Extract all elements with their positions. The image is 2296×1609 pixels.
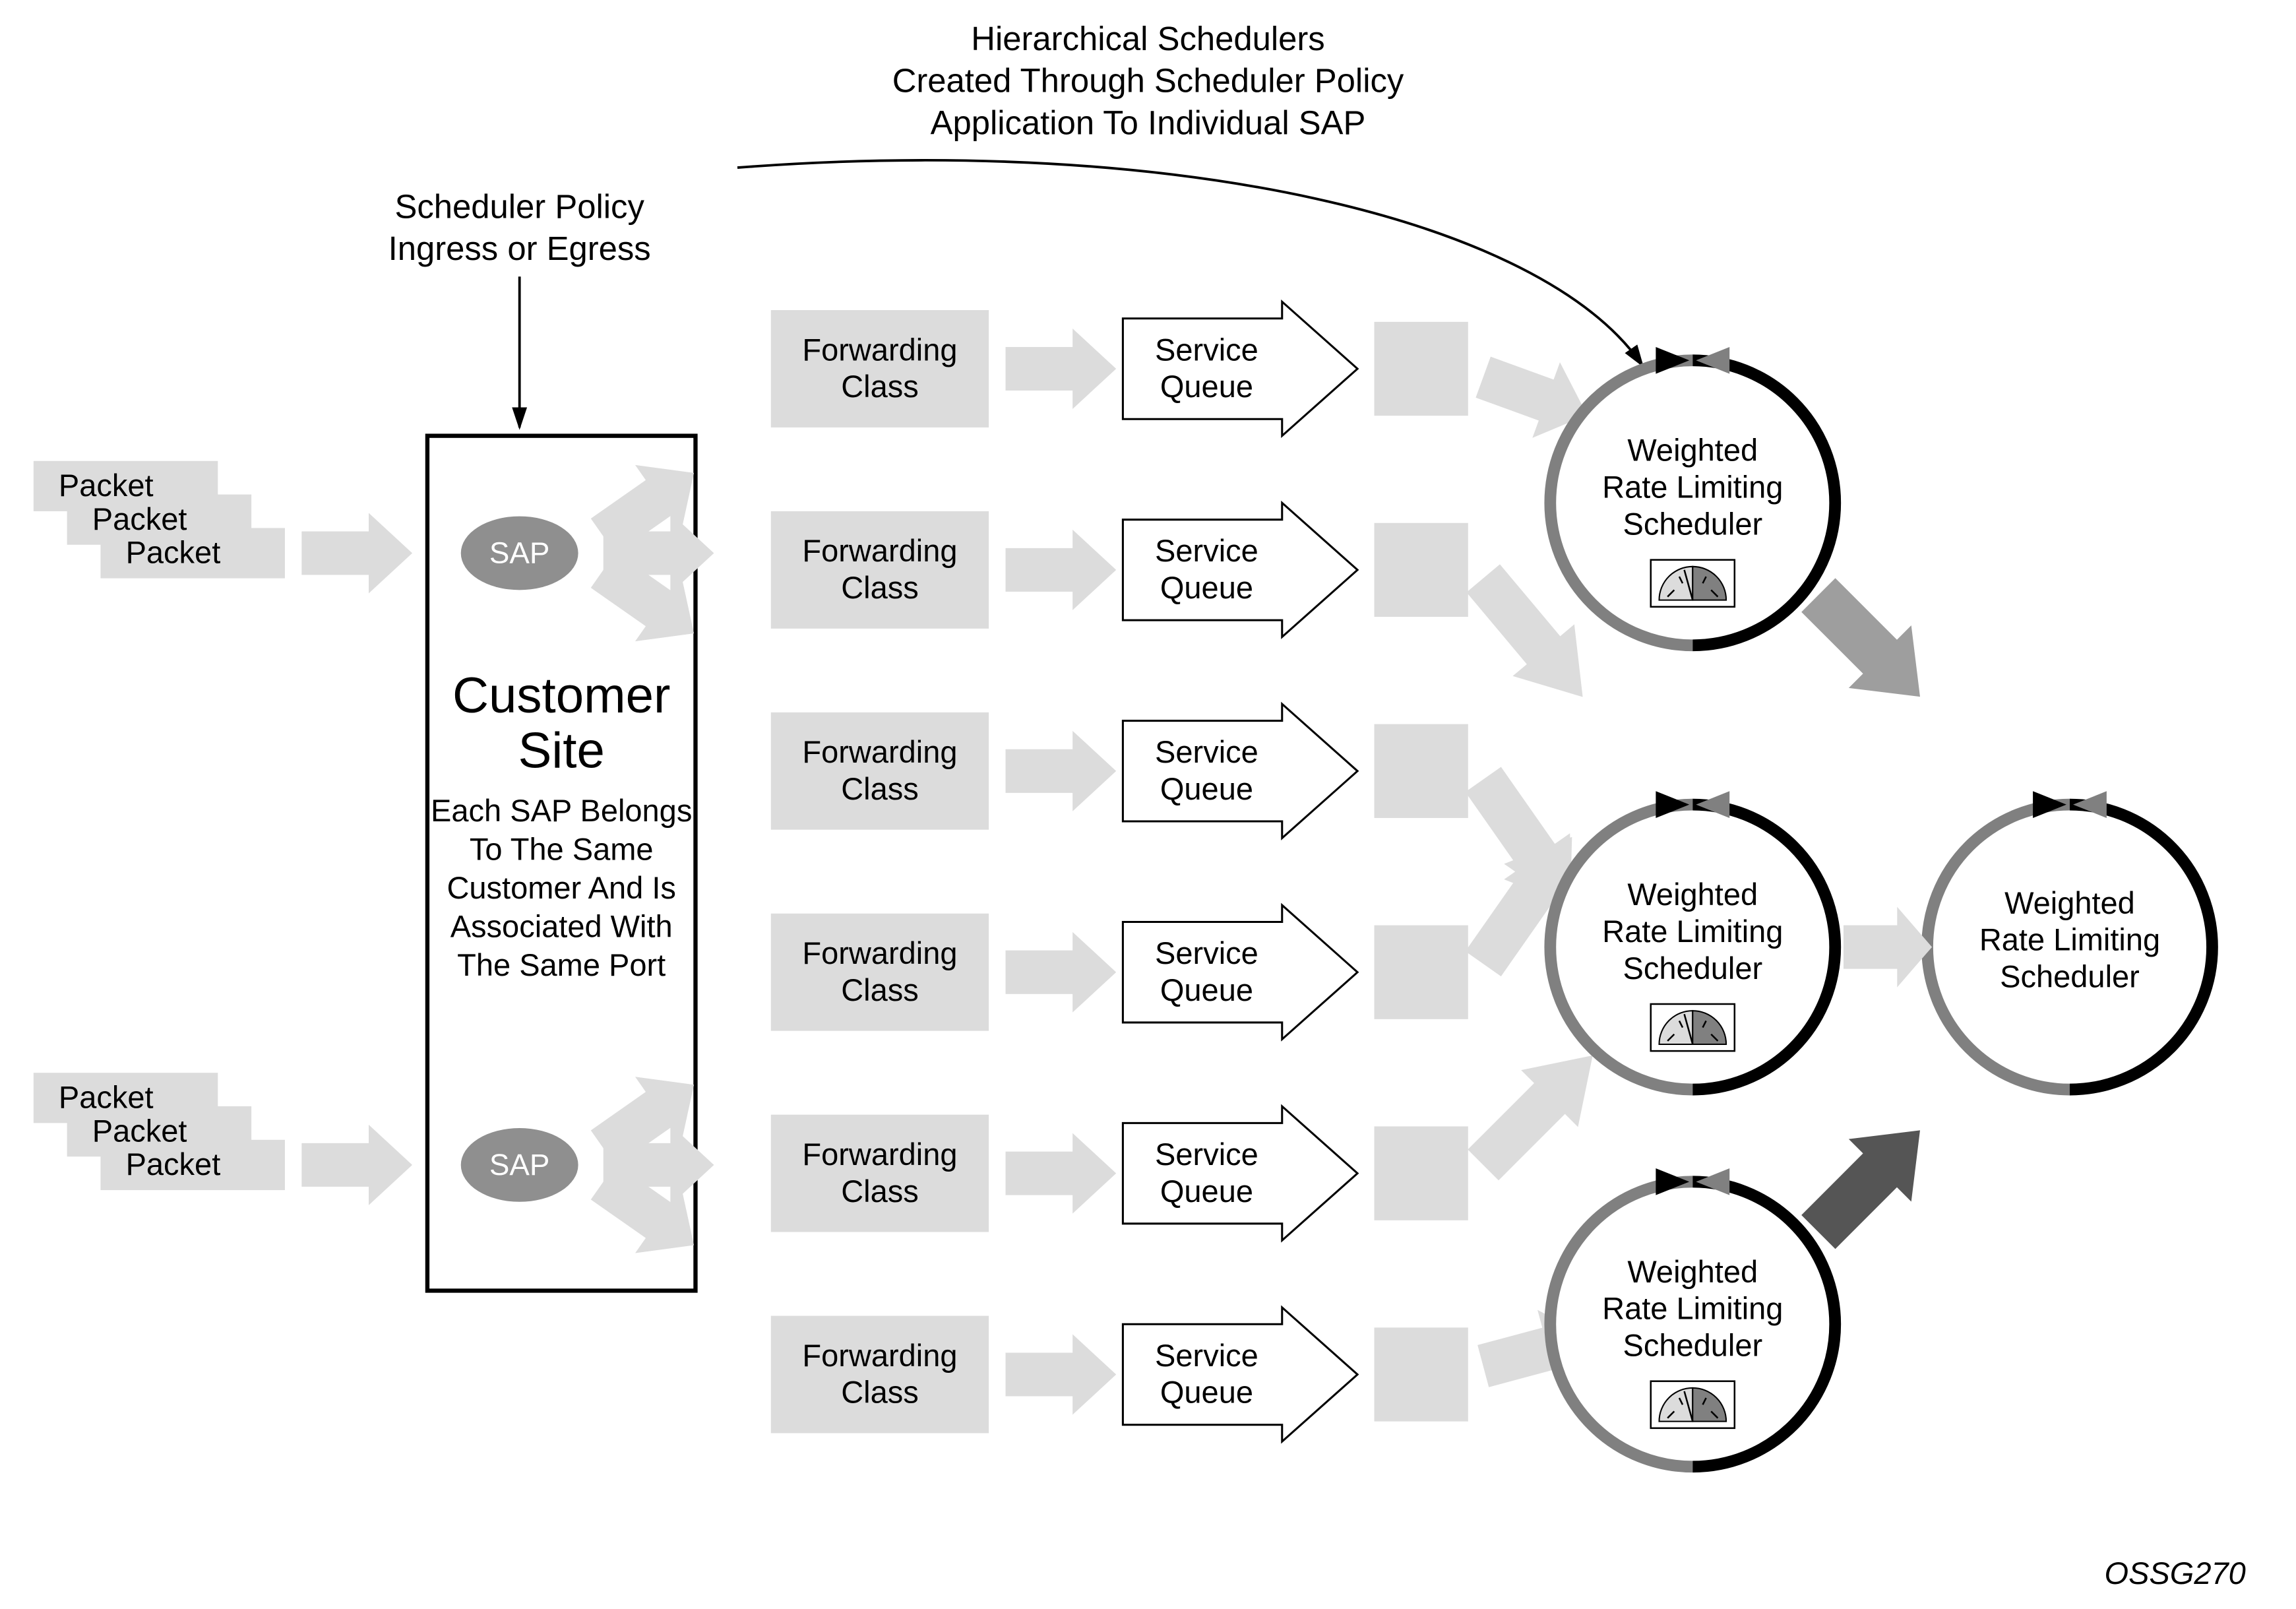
sap-top-label: SAP [489,536,549,570]
svg-text:Scheduler: Scheduler [1623,1328,1762,1363]
sap-bottom-label: SAP [489,1148,549,1182]
svg-text:Scheduler: Scheduler [1623,507,1762,542]
svg-text:Scheduler: Scheduler [2000,959,2140,994]
svg-text:Forwarding: Forwarding [802,734,957,769]
svg-text:Packet: Packet [126,1147,221,1182]
header-line-3: Application To Individual SAP [931,104,1366,141]
packet-stack-bottom: Packet Packet Packet [34,1073,285,1190]
svg-text:Queue: Queue [1160,1375,1253,1410]
packet-stack-top: Packet Packet Packet [34,461,285,579]
svg-text:Service: Service [1155,1137,1258,1172]
svg-text:Queue: Queue [1160,369,1253,404]
scheduler-b: Weighted Rate Limiting Scheduler [1550,791,1835,1089]
site-desc-4: Associated With [450,908,673,943]
svg-text:Queue: Queue [1160,972,1253,1007]
policy-label-2: Ingress or Egress [388,230,651,267]
svg-text:Class: Class [841,570,919,605]
svg-text:Service: Service [1155,734,1258,769]
row-2: Forwarding Class Service Queue [771,503,1468,637]
svg-text:Rate Limiting: Rate Limiting [1602,1291,1783,1326]
header-line-1: Hierarchical Schedulers [971,20,1324,57]
svg-text:Packet: Packet [59,468,154,503]
svg-text:Weighted: Weighted [1627,877,1758,912]
svg-text:Rate Limiting: Rate Limiting [1979,922,2160,957]
svg-text:Forwarding: Forwarding [802,1338,957,1373]
svg-text:Class: Class [841,771,919,806]
site-desc-2: To The Same [470,831,654,866]
svg-text:Packet: Packet [59,1080,154,1115]
svg-text:Service: Service [1155,1338,1258,1373]
svg-text:Scheduler: Scheduler [1623,951,1762,986]
row-6: Forwarding Class Service Queue [771,1308,1468,1441]
svg-text:Rate Limiting: Rate Limiting [1602,914,1783,949]
svg-text:Forwarding: Forwarding [802,1137,957,1172]
site-desc-1: Each SAP Belongs [431,793,692,828]
svg-text:Packet: Packet [92,1113,187,1148]
svg-text:Class: Class [841,1174,919,1209]
header-line-2: Created Through Scheduler Policy [892,62,1404,100]
svg-text:Forwarding: Forwarding [802,935,957,970]
policy-label-1: Scheduler Policy [394,187,644,225]
footer-id: OSSG270 [2105,1556,2246,1591]
svg-text:Queue: Queue [1160,570,1253,605]
svg-text:Weighted: Weighted [2004,885,2135,920]
svg-text:Weighted: Weighted [1627,1254,1758,1289]
svg-text:Queue: Queue [1160,1174,1253,1209]
svg-text:Rate Limiting: Rate Limiting [1602,470,1783,505]
svg-text:Class: Class [841,369,919,404]
row-1: Forwarding Class Service Queue [771,301,1468,435]
svg-text:Weighted: Weighted [1627,433,1758,468]
scheduler-c: Weighted Rate Limiting Scheduler [1550,1168,1835,1467]
site-desc-3: Customer And Is [447,870,675,905]
svg-text:Queue: Queue [1160,771,1253,806]
row-4: Forwarding Class Service Queue [771,905,1468,1039]
svg-text:Packet: Packet [126,535,221,570]
svg-text:Service: Service [1155,533,1258,568]
diagram-canvas: Hierarchical Schedulers Created Through … [0,0,2296,1609]
arrow-packets-bottom [301,1125,412,1205]
row-3: Forwarding Class Service Queue [771,704,1468,838]
svg-text:Packet: Packet [92,501,187,536]
svg-text:Class: Class [841,972,919,1007]
site-desc-5: The Same Port [457,947,666,982]
site-title-2: Site [518,723,605,779]
row-5: Forwarding Class Service Queue [771,1106,1468,1240]
svg-text:Service: Service [1155,935,1258,970]
svg-text:Service: Service [1155,332,1258,367]
svg-text:Class: Class [841,1375,919,1410]
scheduler-d: Weighted Rate Limiting Scheduler [1927,791,2212,1089]
arrow-b-d [1844,907,1932,988]
scheduler-a: Weighted Rate Limiting Scheduler [1550,347,1835,645]
site-title-1: Customer [452,668,670,724]
svg-text:Forwarding: Forwarding [802,332,957,367]
arrow-packets-top [301,513,412,594]
svg-text:Forwarding: Forwarding [802,533,957,568]
